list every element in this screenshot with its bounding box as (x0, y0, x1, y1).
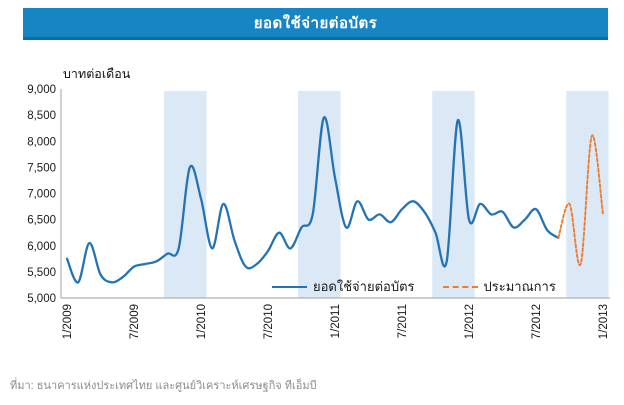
chart-title-bar: ยอดใช้จ่ายต่อบัตร (23, 8, 608, 40)
forecast-line-swatch-icon (442, 285, 478, 288)
forecast-line-path (557, 134, 604, 267)
x-tick-label: 1/2013 (598, 304, 610, 339)
chart-title: ยอดใช้จ่ายต่อบัตร (253, 14, 378, 32)
legend-item-actual: ยอดใช้จ่ายต่อบัตร (272, 276, 415, 297)
legend-forecast-label: ประมาณการ (483, 279, 556, 294)
x-tick-label: 7/2011 (397, 304, 409, 338)
x-tick-label: 7/2009 (129, 304, 141, 339)
actual-line-path (65, 116, 560, 284)
x-tick-label: 7/2010 (263, 304, 275, 339)
y-tick-label: 7,000 (27, 189, 56, 201)
y-tick-label: 8,500 (27, 110, 56, 122)
seasonal-highlight-band-2 (298, 91, 341, 298)
source-note: ที่มา: ธนาคารแห่งประเทศไทย และศูนย์วิเคร… (10, 380, 317, 392)
x-tick-label: 1/2011 (330, 304, 342, 338)
actual-line-swatch-icon (272, 285, 307, 288)
y-tick-label: 6,500 (27, 215, 56, 227)
legend-item-forecast: ประมาณการ (442, 276, 556, 297)
legend-actual-label: ยอดใช้จ่ายต่อบัตร (313, 279, 415, 294)
seasonal-highlight-band-3 (432, 91, 475, 298)
x-tick-label: 1/2010 (196, 304, 208, 339)
y-tick-label: 6,000 (27, 241, 56, 253)
seasonal-highlight-band-4 (566, 91, 609, 298)
x-tick-label: 1/2012 (464, 304, 476, 339)
chart-legend: ยอดใช้จ่ายต่อบัตร ประมาณการ (272, 276, 556, 297)
x-tick-label: 1/2009 (62, 304, 74, 339)
y-tick-label: 9,000 (27, 84, 56, 96)
y-tick-label: 7,500 (27, 162, 56, 174)
y-tick-label: 8,000 (27, 136, 56, 148)
y-tick-label: 5,000 (27, 293, 56, 305)
y-tick-label: 5,500 (27, 267, 56, 279)
y-axis-unit-label: บาทต่อเดือน (63, 67, 131, 81)
x-tick-label: 7/2012 (531, 304, 543, 339)
